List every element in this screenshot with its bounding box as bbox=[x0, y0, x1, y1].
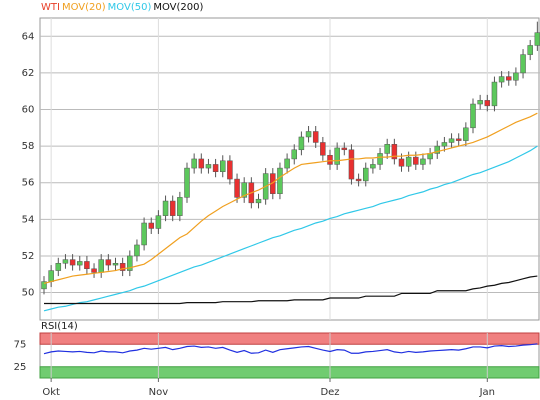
candle-body bbox=[191, 158, 197, 169]
candle-body bbox=[134, 244, 140, 257]
candle-body bbox=[434, 145, 440, 154]
candle-body bbox=[441, 142, 448, 147]
candle-body bbox=[520, 54, 526, 74]
candle-body bbox=[527, 45, 533, 55]
candle-body bbox=[470, 103, 476, 129]
candle-body bbox=[384, 144, 390, 154]
candle-body bbox=[513, 72, 519, 81]
y-tick-label: 60 bbox=[22, 105, 35, 116]
y-tick-label: 62 bbox=[22, 68, 35, 79]
candle-body bbox=[255, 198, 262, 204]
candle-body bbox=[169, 200, 176, 216]
candle-body bbox=[491, 81, 498, 107]
candle-body bbox=[484, 100, 491, 107]
candle-body bbox=[534, 32, 540, 46]
candle-body bbox=[477, 100, 483, 105]
candle-body bbox=[91, 268, 97, 273]
candle-body bbox=[69, 259, 76, 266]
candle-body bbox=[348, 149, 355, 180]
candle-body bbox=[355, 178, 362, 182]
candle-body bbox=[420, 158, 426, 165]
candle-body bbox=[377, 153, 383, 165]
candle-body bbox=[298, 136, 305, 151]
y-tick-label: 50 bbox=[22, 288, 35, 299]
moving-average bbox=[43, 112, 538, 284]
candle-body bbox=[162, 200, 169, 216]
candle-body bbox=[312, 131, 319, 143]
candle-body bbox=[41, 281, 47, 290]
x-tick-label: Jan bbox=[479, 387, 495, 398]
candle-body bbox=[155, 215, 162, 229]
candle-body bbox=[98, 259, 104, 273]
candle-body bbox=[227, 160, 233, 180]
candle-body bbox=[84, 261, 90, 270]
candle-body bbox=[284, 158, 290, 169]
y-tick-label: 52 bbox=[22, 251, 35, 262]
candle-body bbox=[327, 155, 333, 165]
plot-frame bbox=[39, 17, 540, 321]
candle-body bbox=[320, 142, 326, 156]
candle-body bbox=[463, 127, 469, 141]
candle-body bbox=[105, 259, 112, 266]
candle-body bbox=[241, 182, 247, 198]
candle-body bbox=[220, 160, 226, 172]
moving-average bbox=[43, 145, 538, 312]
candle-body bbox=[405, 156, 412, 167]
candle-body bbox=[184, 167, 190, 198]
candle-body bbox=[391, 144, 398, 160]
candle-body bbox=[498, 76, 505, 83]
x-tick-label: Dez bbox=[320, 387, 339, 398]
candle-body bbox=[363, 167, 369, 182]
rsi-tick-label: 25 bbox=[14, 362, 27, 373]
candle-body bbox=[341, 147, 348, 151]
candle-body bbox=[148, 222, 154, 229]
candle-body bbox=[198, 158, 205, 169]
candle-body bbox=[305, 131, 312, 138]
legend-entry: MOV(200) bbox=[153, 2, 204, 13]
candle-body bbox=[127, 255, 133, 271]
legend-entry: MOV(20) bbox=[61, 2, 106, 13]
candle-body bbox=[119, 263, 126, 271]
overbought-band bbox=[39, 332, 540, 345]
candle-body bbox=[277, 167, 283, 194]
y-tick-label: 58 bbox=[22, 141, 35, 152]
candle-body bbox=[455, 138, 462, 141]
candle-body bbox=[334, 147, 340, 165]
rsi-line bbox=[43, 343, 538, 355]
candle-body bbox=[141, 222, 147, 246]
candle-body bbox=[291, 149, 297, 160]
candle-body bbox=[48, 270, 54, 282]
legend: WTI MOV(20) MOV(50) MOV(200) bbox=[41, 2, 205, 13]
legend-entry: MOV(50) bbox=[107, 2, 152, 13]
candle-body bbox=[62, 259, 69, 264]
candle-body bbox=[398, 158, 405, 167]
moving-average bbox=[44, 275, 538, 305]
y-tick-label: 64 bbox=[22, 31, 35, 42]
candle-body bbox=[234, 178, 240, 198]
y-tick-label: 56 bbox=[22, 178, 35, 189]
x-tick-label: Okt bbox=[42, 387, 60, 398]
rsi-label: RSI(14) bbox=[41, 321, 78, 332]
candle-body bbox=[77, 261, 83, 266]
candle-body bbox=[212, 164, 219, 172]
candle-body bbox=[370, 164, 376, 169]
y-tick-label: 54 bbox=[22, 214, 35, 225]
candle-body bbox=[177, 197, 183, 216]
candle-body bbox=[205, 164, 212, 169]
candle-body bbox=[55, 263, 62, 271]
x-tick-label: Nov bbox=[149, 387, 169, 398]
candle-body bbox=[506, 76, 512, 81]
candle-body bbox=[112, 263, 119, 266]
candle-body bbox=[413, 156, 419, 165]
candle-body bbox=[448, 138, 455, 143]
rsi-tick-label: 75 bbox=[14, 339, 27, 350]
legend-entry: WTI bbox=[41, 2, 60, 13]
oversold-band bbox=[39, 366, 540, 379]
